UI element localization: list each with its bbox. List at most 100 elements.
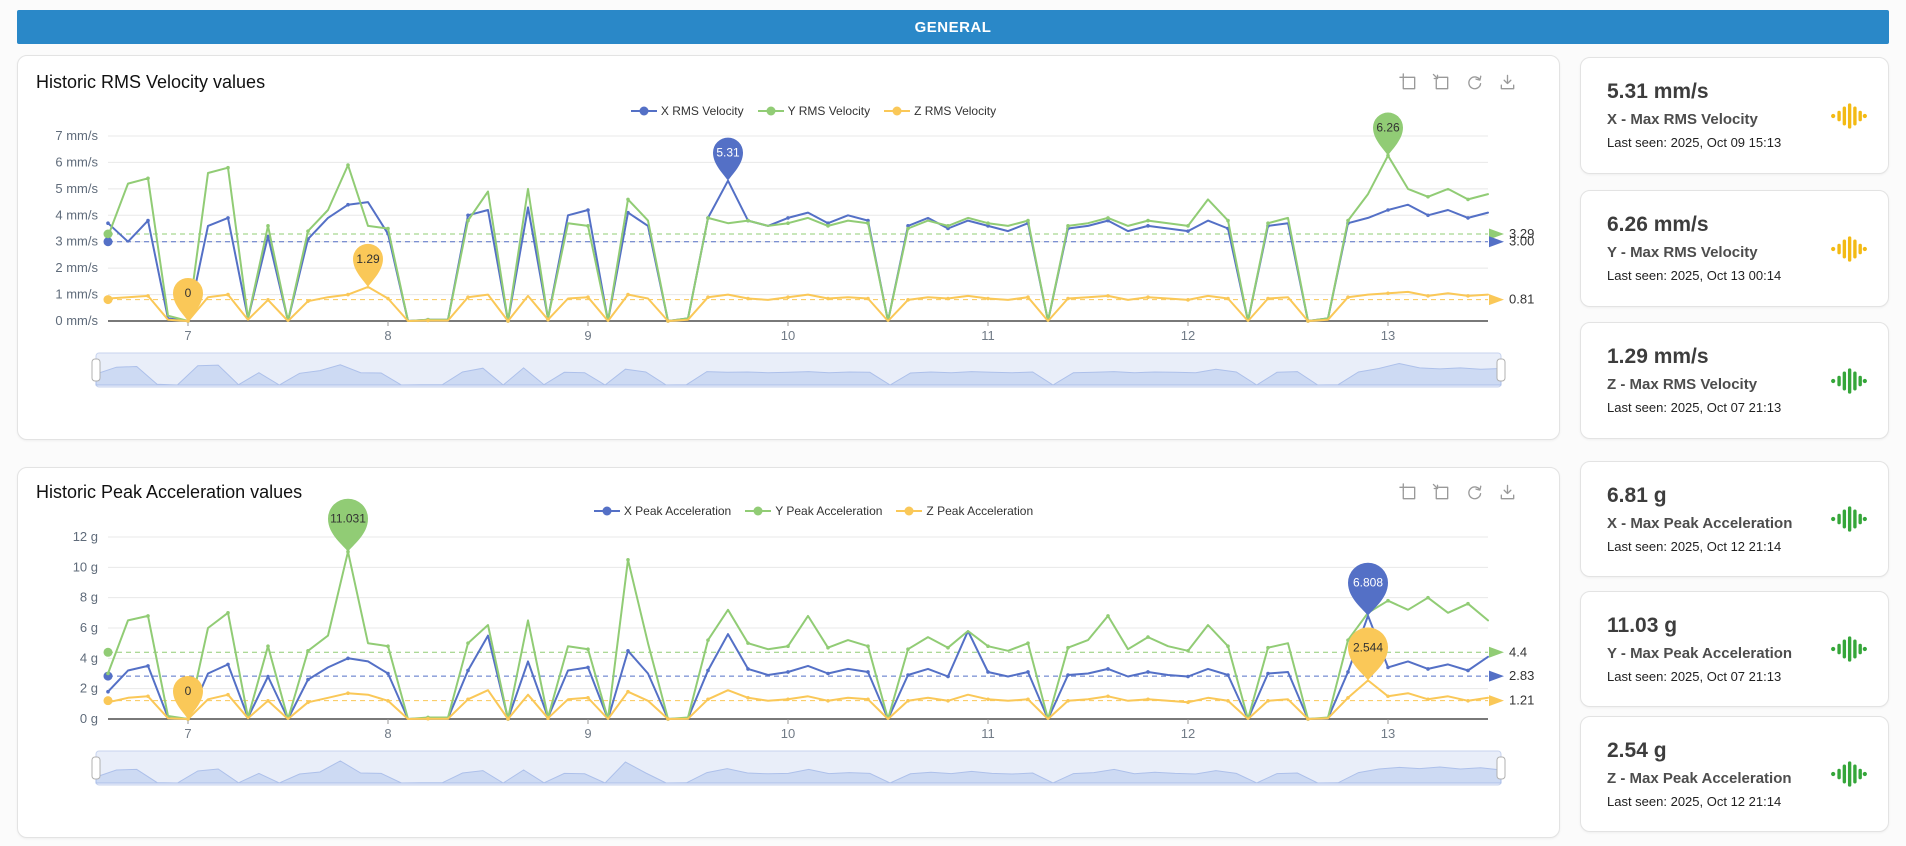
restore-icon[interactable] — [1465, 73, 1484, 92]
stat-value: 1.29 mm/s — [1607, 345, 1709, 368]
max-point-pin[interactable] — [1348, 562, 1388, 616]
general-tab[interactable]: GENERAL — [17, 10, 1889, 44]
svg-text:12: 12 — [1181, 328, 1195, 343]
stat-card-z-max-peak: 2.54 g Z - Max Peak Acceleration Last se… — [1580, 716, 1889, 832]
stat-last-seen: Last seen: 2025, Oct 12 21:14 — [1607, 794, 1782, 809]
sound-wave-icon — [1831, 235, 1867, 262]
zoom-reset-icon[interactable] — [1432, 73, 1451, 92]
svg-text:3.00: 3.00 — [1509, 234, 1534, 249]
svg-text:5.31: 5.31 — [716, 146, 740, 160]
max-point-pin[interactable] — [353, 243, 383, 287]
restore-icon[interactable] — [1465, 483, 1484, 502]
legend-label: X Peak Acceleration — [623, 504, 732, 518]
legend-item-y-rms[interactable]: Y RMS Velocity — [757, 104, 871, 118]
svg-text:9: 9 — [584, 328, 591, 343]
legend-item-y-peak[interactable]: Y Peak Acceleration — [745, 504, 882, 518]
max-point-pin[interactable] — [1348, 627, 1388, 681]
legend-label: Z Peak Acceleration — [926, 504, 1034, 518]
navigator-handle[interactable] — [91, 756, 101, 780]
chart-legend: X Peak Acceleration Y Peak Acceleration … — [108, 504, 1519, 518]
svg-text:7 mm/s: 7 mm/s — [55, 128, 98, 143]
stat-value: 6.81 g — [1607, 484, 1667, 507]
legend-marker — [745, 506, 772, 516]
svg-text:9: 9 — [584, 726, 591, 741]
svg-text:4.4: 4.4 — [1509, 644, 1527, 659]
chart-toolbar — [1399, 73, 1517, 92]
svg-text:2 g: 2 g — [80, 681, 98, 696]
peak-acceleration-plot-area[interactable]: 0 g 2 g 4 g 6 g 8 g 10 g 12 g 7 8 9 10 11 12 13 4.4 2.8… — [18, 468, 1559, 837]
stat-card-x-max-rms: 5.31 mm/s X - Max RMS Velocity Last seen… — [1580, 57, 1889, 174]
save-image-icon[interactable] — [1498, 483, 1517, 502]
navigator-handle[interactable] — [91, 358, 101, 382]
chart-title: Historic RMS Velocity values — [36, 72, 266, 92]
svg-text:7: 7 — [184, 328, 191, 343]
stat-label: X - Max Peak Acceleration — [1607, 515, 1793, 532]
svg-text:4 g: 4 g — [80, 650, 98, 665]
legend-marker — [593, 506, 620, 516]
area-zoom-icon[interactable] — [1399, 483, 1418, 502]
svg-text:8: 8 — [384, 726, 391, 741]
legend-label: Y RMS Velocity — [787, 104, 871, 118]
area-zoom-icon[interactable] — [1399, 73, 1418, 92]
rms-velocity-plot-area[interactable]: 0 mm/s 1 mm/s 2 mm/s 3 mm/s 4 mm/s 5 mm/s 6 mm… — [18, 56, 1559, 439]
legend-item-z-peak[interactable]: Z Peak Acceleration — [896, 504, 1033, 518]
svg-text:0: 0 — [185, 684, 192, 698]
svg-text:0: 0 — [185, 286, 192, 300]
svg-text:6 mm/s: 6 mm/s — [55, 154, 98, 169]
zoom-reset-icon[interactable] — [1432, 483, 1451, 502]
svg-text:6 g: 6 g — [80, 620, 98, 635]
legend-marker — [757, 106, 784, 116]
rms-velocity-chart-card: Historic RMS Velocity values X RMS Veloc… — [17, 55, 1560, 440]
legend-item-x-peak[interactable]: X Peak Acceleration — [593, 504, 732, 518]
svg-text:13: 13 — [1381, 328, 1395, 343]
navigator-handle[interactable] — [1496, 358, 1506, 382]
svg-text:0 g: 0 g — [80, 711, 98, 726]
stat-last-seen: Last seen: 2025, Oct 07 21:13 — [1607, 400, 1782, 415]
svg-text:10: 10 — [781, 328, 795, 343]
max-point-pin[interactable] — [1373, 112, 1403, 156]
save-image-icon[interactable] — [1498, 73, 1517, 92]
svg-text:8 g: 8 g — [80, 590, 98, 605]
max-point-pin[interactable] — [173, 676, 203, 719]
legend-item-z-rms[interactable]: Z RMS Velocity — [884, 104, 996, 118]
legend-marker — [884, 106, 911, 116]
stat-label: Y - Max Peak Acceleration — [1607, 645, 1793, 662]
svg-text:8: 8 — [384, 328, 391, 343]
svg-text:12 g: 12 g — [73, 529, 98, 544]
svg-text:2.83: 2.83 — [1509, 668, 1534, 683]
stat-value: 11.03 g — [1607, 614, 1678, 637]
svg-text:4 mm/s: 4 mm/s — [55, 207, 98, 222]
stat-last-seen: Last seen: 2025, Oct 12 21:14 — [1607, 539, 1782, 554]
svg-text:7: 7 — [184, 726, 191, 741]
svg-text:0.81: 0.81 — [1509, 292, 1534, 307]
svg-text:12: 12 — [1181, 726, 1195, 741]
general-tab-label: GENERAL — [914, 18, 992, 36]
svg-text:1.21: 1.21 — [1509, 693, 1534, 708]
chart-title: Historic Peak Acceleration values — [36, 482, 303, 502]
legend-label: Y Peak Acceleration — [775, 504, 883, 518]
svg-text:5 mm/s: 5 mm/s — [55, 181, 98, 196]
svg-text:11: 11 — [981, 328, 995, 343]
max-point-pin[interactable] — [713, 137, 743, 181]
max-point-pin[interactable] — [173, 278, 203, 321]
svg-text:3 mm/s: 3 mm/s — [55, 234, 98, 249]
stat-last-seen: Last seen: 2025, Oct 07 21:13 — [1607, 669, 1782, 684]
chart-toolbar — [1399, 483, 1517, 502]
legend-label: X RMS Velocity — [660, 104, 744, 118]
svg-text:3.29: 3.29 — [1509, 226, 1534, 241]
legend-item-x-rms[interactable]: X RMS Velocity — [630, 104, 744, 118]
svg-text:10 g: 10 g — [73, 559, 98, 574]
stat-card-x-max-peak: 6.81 g X - Max Peak Acceleration Last se… — [1580, 461, 1889, 577]
svg-text:0 mm/s: 0 mm/s — [55, 313, 98, 328]
legend-marker — [896, 506, 923, 516]
max-point-pin[interactable] — [328, 498, 368, 552]
stat-card-y-max-rms: 6.26 mm/s Y - Max RMS Velocity Last seen… — [1580, 190, 1889, 307]
stat-value: 6.26 mm/s — [1607, 213, 1709, 236]
svg-text:1.29: 1.29 — [356, 252, 380, 266]
stat-card-z-max-rms: 1.29 mm/s Z - Max RMS Velocity Last seen… — [1580, 322, 1889, 439]
navigator-handle[interactable] — [1496, 756, 1506, 780]
sound-wave-icon — [1831, 102, 1867, 129]
chart-legend: X RMS Velocity Y RMS Velocity Z RMS Velo… — [108, 104, 1519, 118]
stat-card-y-max-peak: 11.03 g Y - Max Peak Acceleration Last s… — [1580, 591, 1889, 707]
